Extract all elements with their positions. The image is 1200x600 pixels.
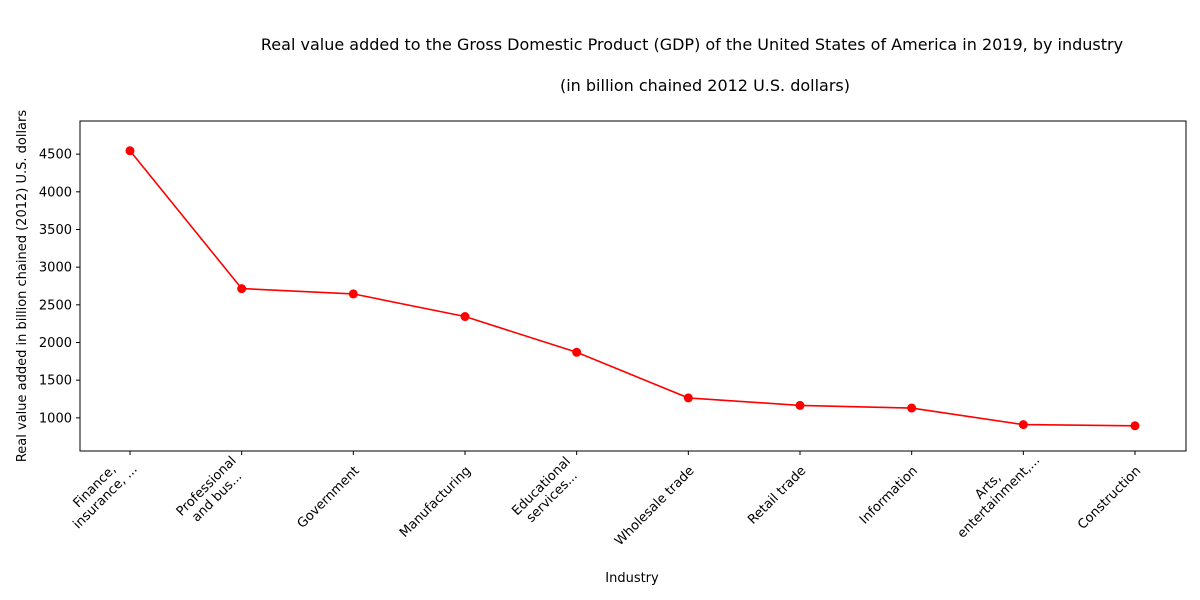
x-tick-label-line: Retail trade [745,464,809,528]
y-tick-label: 2000 [39,336,72,351]
x-tick-label: Retail trade [745,464,809,528]
y-axis-ticks: 1000 1500 2000 2500 3000 3500 4000 4500 [39,148,80,426]
y-tick-label: 4000 [39,185,72,200]
x-tick-label: Government [295,464,363,532]
y-tick-label: 3500 [39,223,72,238]
x-tick-label: Manufacturing [397,464,474,541]
x-axis-label: Industry [605,571,659,586]
data-point [1018,420,1028,430]
x-tick-label-line: entertainment,... [955,453,1043,541]
chart-title: Real value added to the Gross Domestic P… [261,35,1123,54]
y-tick-label: 3000 [39,261,72,276]
data-point [125,146,135,156]
y-axis-label: Real value added in billion chained (201… [15,110,30,463]
x-tick-label-line: Wholesale trade [612,464,697,549]
x-tick-label-line: Information [857,464,921,528]
x-tick-label-line: Manufacturing [397,464,474,541]
data-point [572,347,582,357]
data-point [683,393,693,403]
y-tick-label: 4500 [39,148,72,163]
x-tick-label: Wholesale trade [612,464,697,549]
chart-subtitle: (in billion chained 2012 U.S. dollars) [560,76,850,95]
data-point [348,289,358,299]
x-tick-label-line: Government [295,464,363,532]
x-tick-label-line: Construction [1075,464,1144,533]
x-tick-label: Educationalservices... [509,454,580,525]
y-tick-label: 2500 [39,298,72,313]
x-tick-label: Arts,entertainment,... [955,453,1043,541]
series-line [129,150,1136,427]
x-tick-label: Finance,insurance, ... [71,462,141,532]
series-layer [125,146,1140,431]
data-point [460,312,470,322]
data-point [795,400,805,410]
x-tick-label: Information [857,464,921,528]
y-tick-label: 1500 [39,374,72,389]
data-point [907,403,917,413]
y-tick-label: 1000 [39,411,72,426]
data-point [1130,421,1140,431]
x-tick-label: Construction [1075,464,1144,533]
plot-area-frame [79,120,1187,452]
data-point [237,284,247,294]
